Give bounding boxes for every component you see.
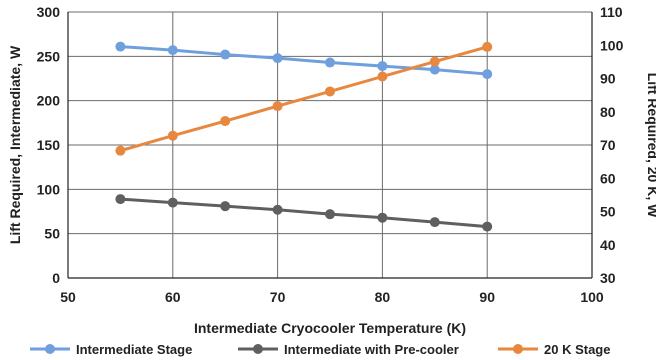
data-point [482,69,493,80]
series-line [118,45,489,76]
data-point [167,130,178,141]
data-point [115,41,126,52]
axes [67,12,593,279]
legend-swatch-marker [253,344,263,354]
y-tick-label: 200 [37,93,61,109]
legend-label: 20 K Stage [544,342,610,357]
data-point [220,49,231,60]
x-tick-label: 50 [60,289,76,305]
y2-tick-label: 40 [600,237,616,253]
y2-tick-label: 60 [600,170,616,186]
y-tick-label: 0 [52,270,60,286]
data-point [325,209,335,220]
data-point [220,116,231,127]
data-point [429,56,440,67]
data-point [325,86,335,97]
y2-axis-title: Lift Required, 20 K, W [645,73,656,218]
data-point [482,41,493,52]
legend-label: Intermediate with Pre-cooler [284,342,459,357]
x-tick-label: 60 [165,289,181,305]
y2-tick-label: 50 [600,204,616,220]
y2-tick-label: 80 [600,104,616,120]
data-point [220,201,231,212]
y2-tick-label: 30 [600,270,616,286]
grid-lines [68,11,593,278]
legend-item: 20 K Stage [498,342,610,357]
data-point [272,53,283,64]
data-point [325,57,335,68]
data-point [115,145,126,156]
tick-labels: 50 60 70 80 90 100050100150200250300304050607… [37,4,624,305]
y-tick-label: 150 [37,137,61,153]
x-tick-label: 90 [479,289,495,305]
data-point [115,194,126,205]
series-line [118,197,489,229]
legend-swatch-marker [513,344,523,354]
legend-swatch-marker [45,344,55,354]
x-tick-label: 80 [375,289,391,305]
data-point [167,197,178,208]
data-point [429,64,440,75]
data-point [272,101,283,112]
y-tick-label: 50 [44,226,60,242]
series-layer [115,41,493,232]
data-point [482,221,493,232]
series-2 [115,41,493,156]
data-point [377,71,388,82]
data-point [377,212,388,223]
legend-item: Intermediate Stage [30,342,192,357]
x-tick-label: 100 [580,289,604,305]
legend: Intermediate Stage Intermediate with Pre-… [30,342,610,357]
y2-tick-label: 90 [600,71,616,87]
y-axis-title: Lift Required, Intermediate, W [7,45,23,244]
y2-tick-label: 100 [600,37,624,53]
series-0 [115,41,493,80]
x-axis-title: Intermediate Cryocooler Temperature (K) [194,320,466,336]
legend-item: Intermediate with Pre-cooler [238,342,459,357]
data-point [272,204,283,215]
series-1 [115,194,493,232]
y-tick-label: 250 [37,48,61,64]
y2-tick-label: 70 [600,137,616,153]
y-tick-label: 100 [37,181,61,197]
data-point [377,61,388,72]
data-point [167,45,178,56]
x-tick-label: 70 [270,289,286,305]
legend-label: Intermediate Stage [76,342,192,357]
data-point [429,217,440,228]
y2-tick-label: 110 [600,4,623,20]
series-line [118,45,489,153]
y-tick-label: 300 [37,4,61,20]
